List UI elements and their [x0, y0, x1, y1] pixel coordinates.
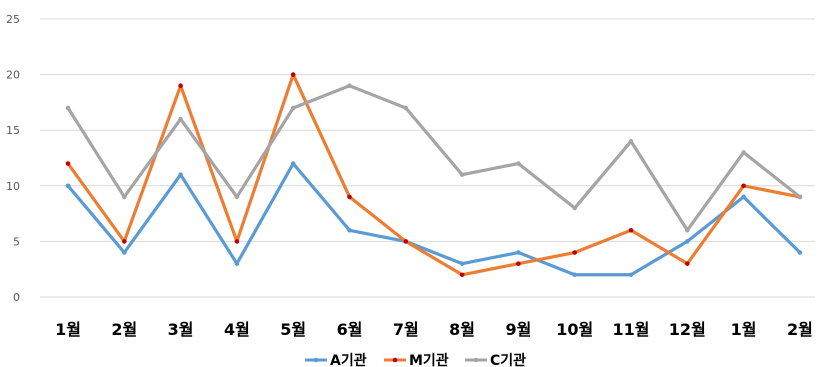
gridlines	[40, 18, 815, 298]
x-tick-label: 1월	[55, 320, 81, 339]
series-2-point	[122, 239, 127, 244]
series-3-point	[290, 105, 296, 111]
series-2-point	[459, 272, 465, 278]
series-3-point	[403, 105, 409, 111]
series-2-point	[290, 72, 296, 77]
series-2-point	[628, 227, 634, 233]
series-1-point	[65, 183, 71, 189]
series-1-point	[178, 172, 183, 177]
series-3-point	[741, 150, 746, 155]
series-1-point	[347, 227, 352, 233]
x-axis-ticks: 1월 2월 3월 4월 5월 6월 7월 8월 9월 10월 11월 12월 1월 2월	[55, 320, 813, 339]
series-1-point	[572, 272, 577, 278]
series-1-point	[685, 239, 690, 244]
y-tick-label: 15	[6, 124, 20, 137]
series-3-point	[234, 194, 240, 200]
series-3-point	[572, 205, 577, 211]
series-1-point	[516, 250, 521, 255]
series-3-point	[459, 172, 465, 177]
series-1-point	[290, 161, 296, 166]
y-tick-label: 20	[6, 69, 20, 82]
series-1-point	[628, 272, 634, 278]
series-group	[65, 72, 803, 278]
x-tick-label: 2월	[111, 320, 137, 339]
series-3-point	[516, 161, 521, 166]
x-tick-label: 3월	[168, 320, 194, 339]
x-tick-label: 10월	[556, 320, 593, 339]
series-3-point	[65, 105, 71, 111]
series-2-point	[516, 261, 521, 266]
series-3-point	[347, 83, 352, 89]
x-tick-label: 2월	[787, 320, 813, 339]
x-tick-label: 12월	[669, 320, 706, 339]
x-tick-label: 7월	[393, 320, 419, 339]
legend-marker-1	[313, 357, 319, 363]
x-tick-label: 11월	[613, 320, 650, 339]
series-1-point	[459, 261, 465, 266]
series-2-point	[234, 239, 240, 244]
x-tick-label: 6월	[337, 320, 363, 339]
series-2-point	[403, 239, 409, 244]
legend-label-1: A기관	[330, 352, 367, 367]
x-tick-label: 4월	[224, 320, 250, 339]
series-3-point	[628, 139, 634, 144]
legend-label-3: C기관	[490, 352, 526, 367]
series-3-point	[178, 116, 183, 122]
series-2-point	[347, 194, 352, 200]
y-tick-label: 0	[13, 291, 20, 304]
series-line-2	[66, 72, 802, 277]
x-tick-label: 5월	[280, 320, 306, 339]
legend-marker-2	[392, 357, 398, 363]
series-3-point	[685, 227, 690, 233]
series-line-3	[66, 84, 802, 232]
series-1-point	[234, 261, 240, 266]
series-1-point	[122, 250, 127, 255]
y-tick-label: 25	[6, 13, 20, 26]
series-2-point	[741, 183, 746, 189]
y-tick-label: 5	[13, 235, 20, 248]
series-2-point	[572, 250, 577, 255]
series-2-point	[178, 83, 183, 89]
x-tick-label: 8월	[449, 320, 475, 339]
legend: A기관 M기관 C기관	[305, 352, 526, 367]
series-3-point	[122, 194, 127, 200]
y-axis-ticks: 0 5 10 15 20 25	[6, 13, 20, 304]
series-line-1	[66, 161, 802, 277]
series-3-point	[797, 194, 803, 200]
series-2-point	[65, 161, 71, 166]
legend-marker-3	[473, 357, 479, 363]
x-tick-label: 1월	[731, 320, 757, 339]
series-1-point	[797, 250, 803, 255]
y-tick-label: 10	[6, 180, 20, 193]
series-2-point	[685, 261, 690, 266]
legend-label-2: M기관	[409, 352, 449, 367]
x-tick-label: 9월	[505, 320, 531, 339]
series-1-point	[741, 194, 746, 200]
